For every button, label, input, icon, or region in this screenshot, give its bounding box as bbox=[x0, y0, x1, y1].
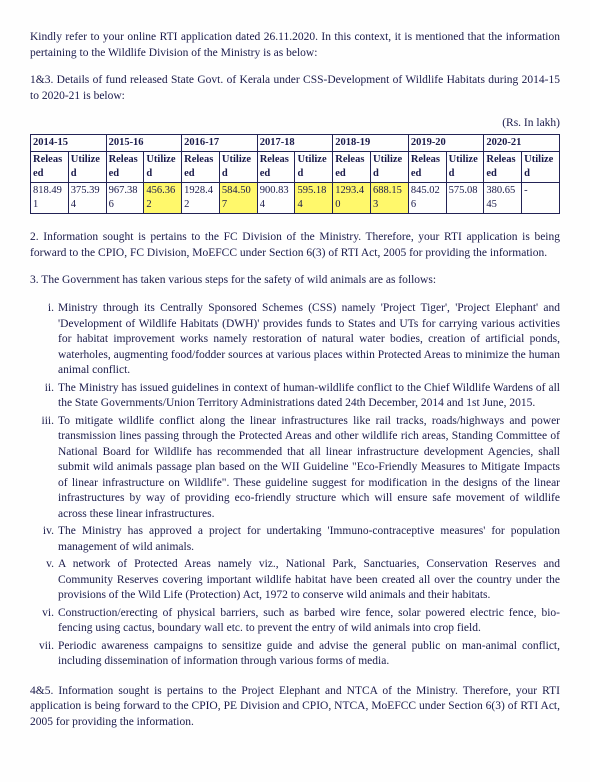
list-item: v.A network of Protected Areas namely vi… bbox=[58, 557, 560, 604]
utilized-header: Utilized bbox=[219, 151, 257, 182]
released-header: Released bbox=[106, 151, 144, 182]
utilized-cell: 584.507 bbox=[219, 183, 257, 214]
q2-paragraph: 2. Information sought is pertains to the… bbox=[30, 230, 560, 261]
released-header: Released bbox=[257, 151, 295, 182]
year-header: 2018-19 bbox=[333, 134, 409, 151]
sub-header-row: ReleasedUtilizedReleasedUtilizedReleased… bbox=[31, 151, 560, 182]
q1-3-heading: 1&3. Details of fund released State Govt… bbox=[30, 73, 560, 104]
list-marker: ii. bbox=[30, 381, 54, 397]
list-item: iii.To mitigate wildlife conflict along … bbox=[58, 414, 560, 523]
list-text: Periodic awareness campaigns to sensitiz… bbox=[58, 640, 560, 668]
utilized-cell: 575.08 bbox=[446, 183, 484, 214]
list-text: A network of Protected Areas namely viz.… bbox=[58, 558, 560, 601]
list-text: The Ministry has approved a project for … bbox=[58, 525, 560, 553]
list-text: To mitigate wildlife conflict along the … bbox=[58, 415, 560, 520]
released-header: Released bbox=[31, 151, 69, 182]
list-text: Construction/erecting of physical barrie… bbox=[58, 607, 560, 635]
list-item: vi.Construction/erecting of physical bar… bbox=[58, 606, 560, 637]
list-item: iv.The Ministry has approved a project f… bbox=[58, 524, 560, 555]
utilized-header: Utilized bbox=[371, 151, 409, 182]
list-marker: v. bbox=[30, 557, 54, 573]
year-header: 2020-21 bbox=[484, 134, 560, 151]
steps-list: i.Ministry through its Centrally Sponsor… bbox=[30, 301, 560, 670]
year-header: 2014-15 bbox=[31, 134, 107, 151]
list-item: vii.Periodic awareness campaigns to sens… bbox=[58, 639, 560, 670]
list-marker: iii. bbox=[30, 414, 54, 430]
utilized-header: Utilized bbox=[446, 151, 484, 182]
year-header: 2017-18 bbox=[257, 134, 333, 151]
list-marker: i. bbox=[30, 301, 54, 317]
utilized-header: Utilized bbox=[522, 151, 560, 182]
released-header: Released bbox=[408, 151, 446, 182]
released-cell: 818.491 bbox=[31, 183, 69, 214]
released-cell: 1928.42 bbox=[182, 183, 220, 214]
q4-5-paragraph: 4&5. Information sought is pertains to t… bbox=[30, 684, 560, 731]
funds-table: 2014-152015-162016-172017-182018-192019-… bbox=[30, 134, 560, 215]
released-header: Released bbox=[182, 151, 220, 182]
list-marker: vii. bbox=[30, 639, 54, 655]
released-cell: 1293.40 bbox=[333, 183, 371, 214]
year-header: 2016-17 bbox=[182, 134, 258, 151]
list-marker: vi. bbox=[30, 606, 54, 622]
utilized-cell: 456.362 bbox=[144, 183, 182, 214]
year-header: 2015-16 bbox=[106, 134, 182, 151]
released-header: Released bbox=[333, 151, 371, 182]
utilized-cell: - bbox=[522, 183, 560, 214]
utilized-cell: 688.153 bbox=[371, 183, 409, 214]
list-item: i.Ministry through its Centrally Sponsor… bbox=[58, 301, 560, 379]
released-header: Released bbox=[484, 151, 522, 182]
utilized-cell: 595.184 bbox=[295, 183, 333, 214]
year-header-row: 2014-152015-162016-172017-182018-192019-… bbox=[31, 134, 560, 151]
list-text: Ministry through its Centrally Sponsored… bbox=[58, 302, 560, 376]
utilized-header: Utilized bbox=[68, 151, 106, 182]
q3-intro: 3. The Government has taken various step… bbox=[30, 273, 560, 289]
data-row: 818.491375.394967.386456.3621928.42584.5… bbox=[31, 183, 560, 214]
released-cell: 900.834 bbox=[257, 183, 295, 214]
list-text: The Ministry has issued guidelines in co… bbox=[58, 382, 560, 410]
list-marker: iv. bbox=[30, 524, 54, 540]
utilized-header: Utilized bbox=[144, 151, 182, 182]
released-cell: 845.026 bbox=[408, 183, 446, 214]
utilized-header: Utilized bbox=[295, 151, 333, 182]
released-cell: 967.386 bbox=[106, 183, 144, 214]
intro-paragraph: Kindly refer to your online RTI applicat… bbox=[30, 30, 560, 61]
unit-label: (Rs. In lakh) bbox=[30, 116, 560, 132]
released-cell: 380.6545 bbox=[484, 183, 522, 214]
utilized-cell: 375.394 bbox=[68, 183, 106, 214]
year-header: 2019-20 bbox=[408, 134, 484, 151]
list-item: ii.The Ministry has issued guidelines in… bbox=[58, 381, 560, 412]
